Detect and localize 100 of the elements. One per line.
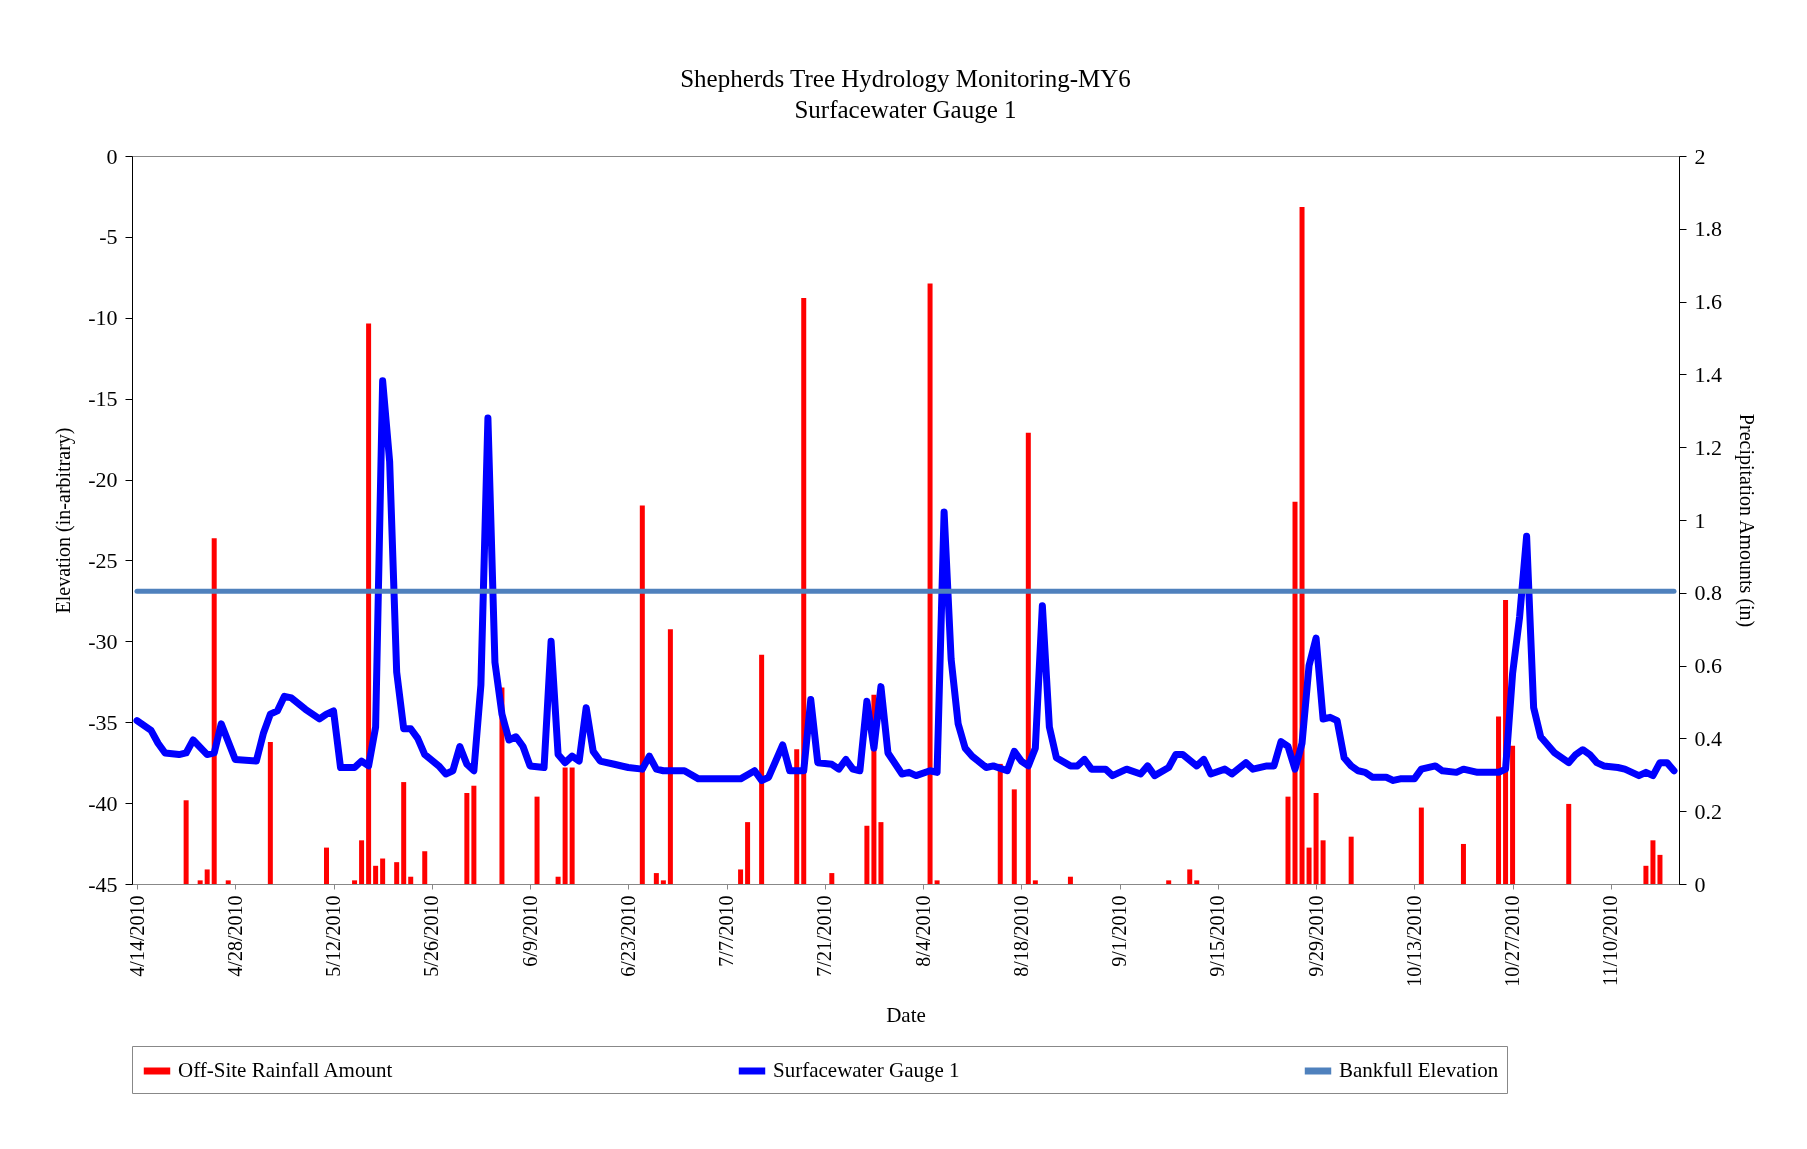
- bar: [997, 763, 1003, 884]
- y-tick-label: -20: [88, 467, 118, 493]
- x-tick-label: 7/21/2010: [813, 895, 836, 977]
- x-tick-label: 4/14/2010: [125, 895, 148, 977]
- bar: [422, 851, 428, 884]
- bar: [1292, 501, 1298, 884]
- x-tick-label: 8/18/2010: [1009, 895, 1032, 977]
- bar: [366, 323, 372, 884]
- x-tick-label: 10/27/2010: [1501, 895, 1524, 987]
- bar: [204, 869, 210, 884]
- bar: [183, 800, 189, 884]
- bar: [1067, 876, 1073, 884]
- y2-tick-label: 2: [1694, 143, 1706, 169]
- bar: [1306, 847, 1312, 884]
- x-tick-label: 5/12/2010: [322, 895, 345, 977]
- bar: [653, 873, 659, 884]
- bar: [1299, 206, 1305, 884]
- bar: [738, 869, 744, 884]
- y2-axis-title: Precipitation Amounts (in): [1735, 413, 1758, 628]
- bar: [1510, 745, 1516, 884]
- bar: [569, 767, 575, 884]
- y-tick-label: 0: [106, 143, 118, 169]
- bar: [1460, 843, 1466, 884]
- bar: [562, 767, 568, 884]
- bar: [1348, 836, 1354, 884]
- bar: [1320, 840, 1326, 884]
- x-tick-label: 8/4/2010: [911, 895, 934, 967]
- bar: [794, 749, 800, 884]
- x-tick-label: 7/7/2010: [715, 895, 738, 967]
- bar: [401, 782, 407, 884]
- y2-tick-label: 0.4: [1694, 725, 1722, 751]
- bar: [759, 654, 765, 884]
- bar: [934, 880, 940, 884]
- bar: [211, 538, 217, 884]
- bar: [323, 847, 329, 884]
- y-tick-label: -15: [88, 386, 118, 412]
- bar: [225, 880, 231, 884]
- x-tick-label: 10/13/2010: [1402, 895, 1425, 987]
- bar: [1643, 865, 1649, 884]
- bar: [1166, 880, 1172, 884]
- bar: [1496, 716, 1502, 884]
- y2-tick-label: 0.8: [1694, 580, 1722, 606]
- bar: [660, 880, 666, 884]
- y-tick-label: -30: [88, 628, 118, 654]
- y2-tick-label: 1.2: [1694, 434, 1722, 460]
- bar: [1418, 807, 1424, 884]
- x-tick-label: 9/1/2010: [1108, 895, 1131, 967]
- y-tick-label: -25: [88, 547, 118, 573]
- x-tick-label: 6/23/2010: [616, 895, 639, 977]
- x-tick-label: 4/28/2010: [223, 895, 246, 977]
- bar: [639, 505, 645, 884]
- bar: [1657, 854, 1663, 884]
- x-tick-label: 9/15/2010: [1206, 895, 1229, 977]
- bar: [864, 825, 870, 884]
- x-axis-title: Date: [886, 1002, 926, 1027]
- x-tick-label: 6/9/2010: [518, 895, 541, 967]
- chart-title: Shepherds Tree Hydrology Monitoring-MY6: [680, 65, 1131, 92]
- bar: [1011, 789, 1017, 884]
- bar: [1025, 432, 1031, 884]
- y2-tick-label: 0.6: [1694, 653, 1722, 679]
- legend-label: Surfacewater Gauge 1: [773, 1058, 960, 1082]
- y-tick-label: -40: [88, 790, 118, 816]
- bar: [380, 858, 386, 884]
- y2-tick-label: 0: [1694, 871, 1706, 897]
- bar: [373, 865, 379, 884]
- bar: [1032, 880, 1038, 884]
- bar: [1187, 869, 1193, 884]
- bar: [801, 297, 807, 884]
- bar: [464, 793, 470, 884]
- y-axis-title: Elevation (in-arbitrary): [52, 427, 76, 614]
- y-tick-label: -35: [88, 709, 118, 735]
- legend-label: Off-Site Rainfall Amount: [178, 1058, 393, 1082]
- y-tick-label: -5: [99, 224, 118, 250]
- bar: [352, 880, 358, 884]
- legend-label: Bankfull Elevation: [1339, 1058, 1499, 1082]
- bar: [1313, 793, 1319, 884]
- x-tick-label: 5/26/2010: [420, 895, 443, 977]
- bar: [359, 840, 365, 884]
- y-tick-label: -10: [88, 305, 118, 331]
- y-tick-label: -45: [88, 871, 118, 897]
- x-tick-label: 9/29/2010: [1304, 895, 1327, 977]
- bar: [927, 283, 933, 884]
- bar: [267, 742, 273, 884]
- bar: [1566, 803, 1572, 884]
- x-tick-label: 11/10/2010: [1599, 895, 1622, 986]
- y2-tick-label: 0.2: [1694, 798, 1722, 824]
- bar: [197, 880, 203, 884]
- bar: [878, 822, 884, 884]
- y2-tick-label: 1: [1694, 507, 1706, 533]
- chart-subtitle: Surfacewater Gauge 1: [794, 96, 1017, 123]
- bar: [1650, 840, 1656, 884]
- y2-tick-label: 1.8: [1694, 216, 1722, 242]
- bar: [829, 873, 835, 884]
- bar: [471, 785, 477, 884]
- bar: [394, 862, 400, 884]
- bar: [1194, 880, 1200, 884]
- bar: [534, 796, 540, 884]
- bar: [555, 876, 561, 884]
- bar: [745, 822, 751, 884]
- y2-tick-label: 1.6: [1694, 289, 1722, 315]
